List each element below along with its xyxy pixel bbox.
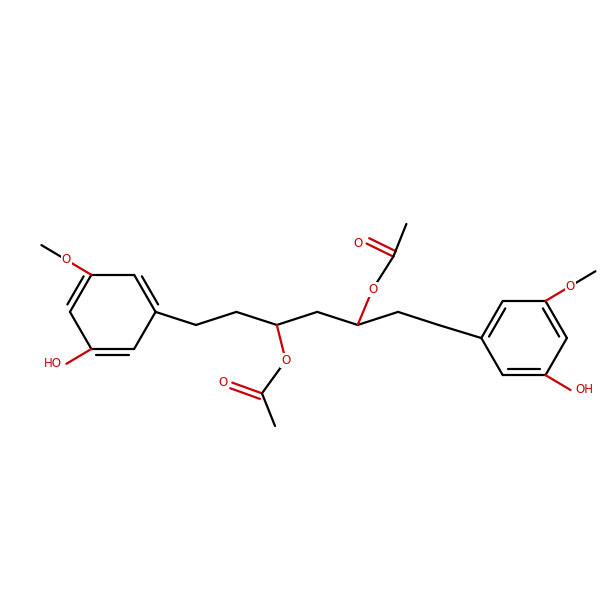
- Text: OH: OH: [575, 383, 593, 397]
- Text: O: O: [354, 237, 363, 250]
- Text: O: O: [368, 283, 377, 296]
- Text: O: O: [62, 253, 71, 266]
- Text: O: O: [281, 354, 290, 367]
- Text: HO: HO: [44, 358, 62, 370]
- Text: O: O: [566, 280, 575, 293]
- Text: O: O: [218, 376, 227, 389]
